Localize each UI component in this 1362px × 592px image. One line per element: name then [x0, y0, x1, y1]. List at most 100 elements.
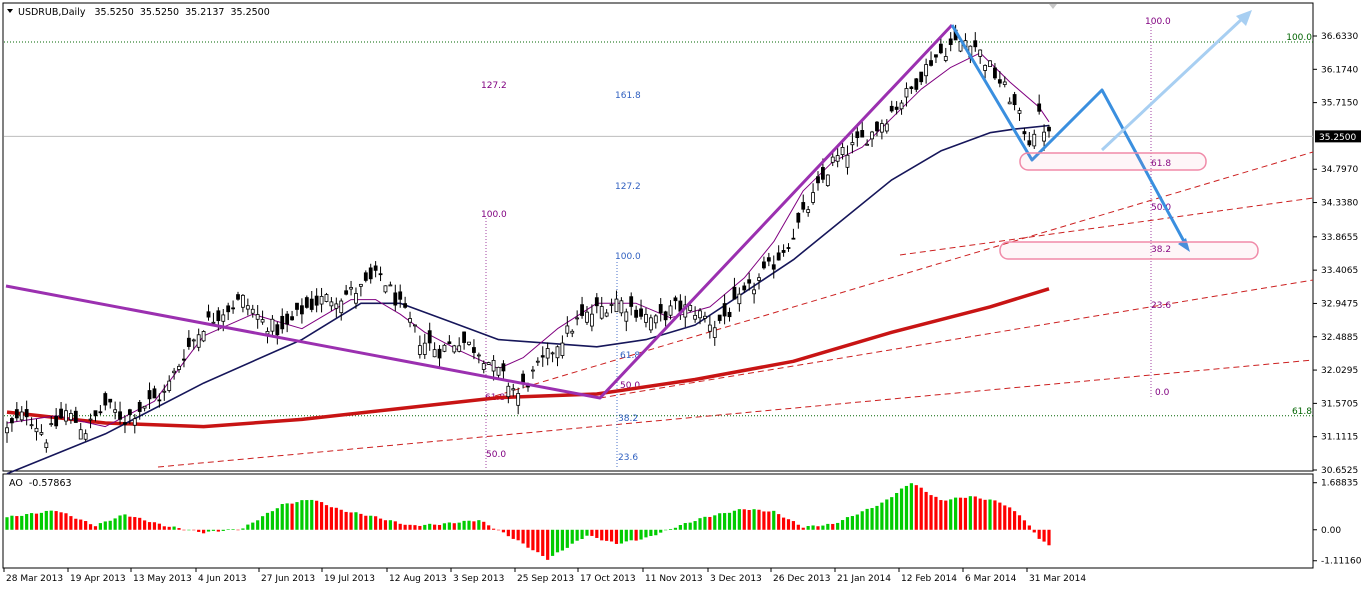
candle-body — [1007, 101, 1012, 105]
ao-bar — [1003, 505, 1007, 530]
candle-body — [1017, 110, 1022, 114]
candle-body — [599, 306, 604, 319]
ao-bar — [157, 523, 161, 530]
ao-bar — [334, 507, 338, 530]
candle-body — [34, 427, 39, 433]
candle-body — [663, 311, 668, 321]
candle-body — [806, 209, 811, 213]
ao-bar — [315, 500, 319, 530]
ao-bar — [113, 518, 117, 530]
ao-bar — [374, 516, 378, 530]
candle-body — [182, 358, 186, 361]
ao-bar — [398, 523, 402, 530]
ao-bar — [118, 515, 122, 530]
ao-bar — [152, 522, 157, 530]
ao-bar — [840, 520, 845, 530]
ao-bar — [890, 497, 894, 530]
ao-bar — [49, 510, 53, 530]
blue-projection-line — [950, 24, 1189, 248]
ao-bar — [801, 527, 805, 530]
candle-body — [68, 413, 73, 421]
fib-label: 100.0 — [1145, 17, 1171, 27]
candle-body — [167, 380, 172, 391]
target-zone-box[interactable] — [1019, 152, 1207, 171]
candle-body — [344, 290, 349, 295]
ao-bar — [359, 513, 363, 530]
ao-bar — [565, 529, 569, 548]
ao-bar — [319, 502, 324, 530]
ao-bar — [256, 520, 260, 530]
ao-bar — [585, 529, 589, 536]
candle-body — [10, 418, 14, 424]
candle-body — [786, 247, 791, 249]
candle-body — [830, 156, 835, 163]
ao-bar — [870, 508, 874, 530]
candle-body — [300, 305, 304, 315]
menu-dropdown-icon[interactable] — [7, 9, 13, 13]
ao-bar — [536, 529, 540, 553]
ao-bar — [197, 529, 201, 532]
ao-bar — [211, 529, 216, 531]
ao-bar — [285, 503, 289, 530]
ao-bar — [929, 495, 933, 530]
ao-bar — [723, 513, 727, 530]
ao-bar — [786, 519, 791, 530]
ao-bar — [467, 520, 471, 530]
date-tick-label: 3 Dec 2013 — [710, 574, 762, 584]
price-tick-label: 32.0295 — [1321, 366, 1358, 376]
target-zone-box[interactable] — [999, 241, 1259, 260]
candle-body — [899, 102, 904, 110]
candle-body — [840, 147, 845, 156]
candle-body — [98, 411, 103, 414]
candle-body — [585, 311, 589, 323]
candle-body — [997, 79, 1002, 84]
ao-bar — [344, 511, 348, 530]
ao-bar — [177, 528, 181, 530]
fib-label: 61.8 — [1151, 159, 1171, 169]
candle-body — [162, 390, 167, 393]
candle-body — [732, 286, 737, 300]
candle-body — [742, 285, 747, 291]
candle-body — [93, 410, 98, 417]
fib-label: 61.8 — [620, 351, 640, 361]
candle-body — [727, 311, 732, 318]
ao-bar — [791, 521, 796, 530]
candle-body — [540, 355, 545, 358]
ao-bar — [472, 521, 476, 530]
candle-body — [304, 297, 309, 308]
shift-marker-icon[interactable] — [1049, 4, 1057, 9]
candle-body — [19, 411, 24, 421]
ao-bar — [1027, 525, 1031, 530]
ao-bar — [919, 487, 923, 530]
fib-label: 50.0 — [486, 450, 506, 460]
ao-bar — [216, 529, 220, 532]
price-tick-label: 33.8655 — [1321, 233, 1358, 243]
ao-bar — [703, 516, 707, 530]
candle-body — [934, 54, 938, 58]
ao-bar — [305, 500, 309, 530]
date-tick-label: 6 Mar 2014 — [965, 574, 1017, 584]
ao-bar — [74, 518, 78, 530]
candle-body — [570, 330, 575, 334]
candle-body — [319, 295, 324, 305]
ao-bar — [983, 499, 987, 530]
candle-body — [447, 341, 452, 344]
ao-bar — [968, 496, 972, 530]
candle-body — [914, 78, 919, 90]
price-tick-label: 36.1740 — [1321, 65, 1358, 75]
ao-bar — [747, 509, 751, 530]
price-tick-label: 34.7970 — [1321, 165, 1358, 175]
ao-bar — [555, 529, 560, 553]
candle-body — [909, 86, 914, 90]
candle-body — [172, 370, 177, 374]
ao-bar — [595, 529, 599, 538]
candle-body — [703, 315, 707, 319]
ao-bar — [1032, 529, 1036, 533]
candle-body — [413, 324, 417, 327]
candle-body — [127, 409, 132, 416]
candle-body — [206, 311, 211, 318]
candle-body — [442, 344, 447, 352]
candle-body — [648, 317, 653, 331]
ao-bar — [1042, 529, 1046, 542]
